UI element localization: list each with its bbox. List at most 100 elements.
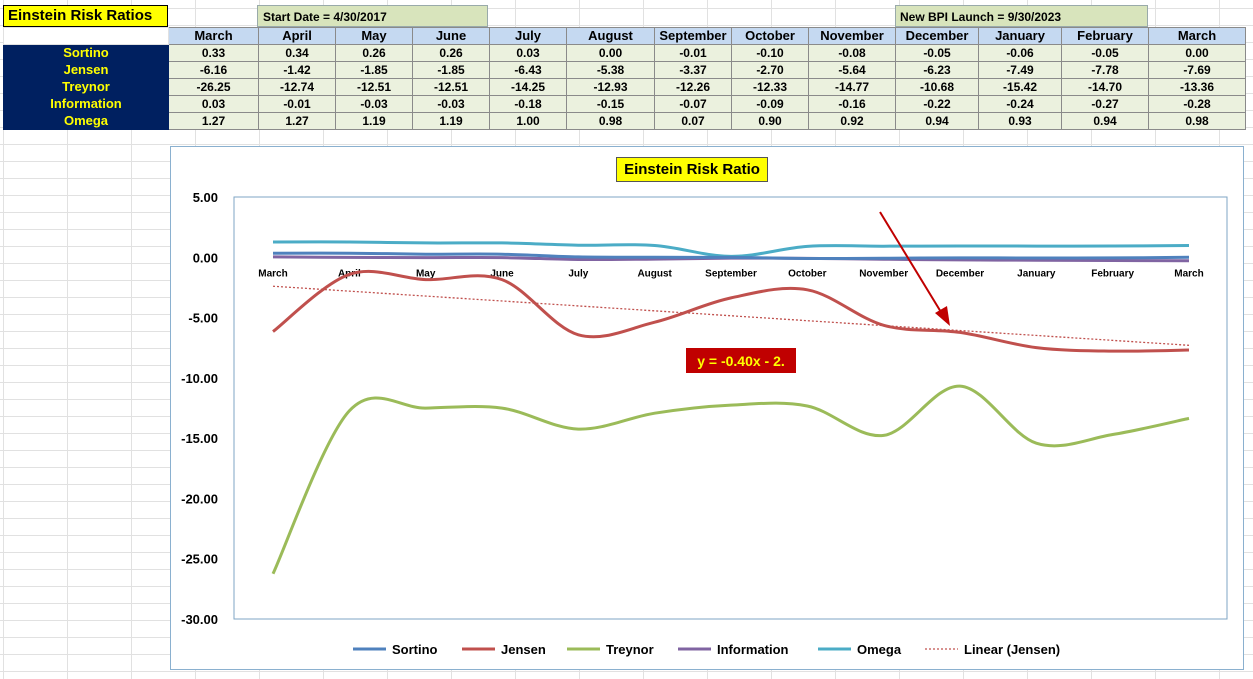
ratio-value-cell[interactable]: -10.68	[895, 78, 979, 96]
ratio-value-cell[interactable]: -5.64	[808, 61, 896, 79]
ratio-value-cell[interactable]: -1.42	[258, 61, 336, 79]
legend-item: Omega	[818, 642, 902, 657]
annotation-arrow-head	[935, 306, 950, 326]
x-category-label: February	[1091, 268, 1134, 279]
ratio-value-cell[interactable]: -14.70	[1061, 78, 1149, 96]
ratio-value-cell[interactable]: 1.19	[412, 112, 490, 130]
month-header-cell[interactable]: October	[731, 27, 809, 45]
chart-title: Einstein Risk Ratio	[616, 157, 768, 182]
legend-item: Linear (Jensen)	[925, 642, 1060, 657]
ratio-value-cell[interactable]: 0.26	[335, 44, 413, 62]
ratio-value-cell[interactable]: -12.51	[335, 78, 413, 96]
x-category-label: August	[637, 268, 672, 279]
equation-label-box	[686, 348, 796, 373]
ratio-value-cell[interactable]: -6.16	[168, 61, 259, 79]
ratio-value-cell[interactable]: -26.25	[168, 78, 259, 96]
month-header-cell[interactable]: March	[1148, 27, 1246, 45]
ratio-value-cell[interactable]: -14.77	[808, 78, 896, 96]
x-category-label: July	[568, 268, 588, 279]
y-tick-label: -20.00	[181, 491, 218, 506]
ratio-value-cell[interactable]: 0.00	[566, 44, 655, 62]
ratio-value-cell[interactable]: 1.00	[489, 112, 567, 130]
ratio-value-cell[interactable]: -7.49	[978, 61, 1062, 79]
ratio-value-cell[interactable]: -6.23	[895, 61, 979, 79]
bpi-launch-cell[interactable]: New BPI Launch = 9/30/2023	[895, 5, 1148, 27]
ratio-value-cell[interactable]: -13.36	[1148, 78, 1246, 96]
y-tick-label: 0.00	[193, 250, 218, 265]
ratio-value-cell[interactable]: -0.01	[258, 95, 336, 113]
series-line-sortino	[272, 251, 1190, 261]
ratio-value-cell[interactable]: -6.43	[489, 61, 567, 79]
ratio-value-cell[interactable]: -0.01	[654, 44, 732, 62]
x-category-label: September	[705, 268, 757, 279]
ratio-value-cell[interactable]: 1.27	[258, 112, 336, 130]
ratio-value-cell[interactable]: 0.93	[978, 112, 1062, 130]
legend-item: Information	[678, 642, 789, 657]
ratio-value-cell[interactable]: 0.07	[654, 112, 732, 130]
month-header-cell[interactable]: February	[1061, 27, 1149, 45]
ratio-value-cell[interactable]: -12.51	[412, 78, 490, 96]
ratio-value-cell[interactable]: 0.90	[731, 112, 809, 130]
x-category-label: January	[1017, 268, 1056, 279]
ratio-value-cell[interactable]: -0.10	[731, 44, 809, 62]
ratio-value-cell[interactable]: 0.00	[1148, 44, 1246, 62]
ratio-value-cell[interactable]: -0.16	[808, 95, 896, 113]
sheet-title-cell[interactable]: Einstein Risk Ratios	[3, 5, 168, 27]
ratio-value-cell[interactable]: -0.03	[412, 95, 490, 113]
equation-label: y = -0.40x - 2.	[697, 353, 785, 369]
ratio-value-cell[interactable]: 0.98	[1148, 112, 1246, 130]
ratio-value-cell[interactable]: 1.27	[168, 112, 259, 130]
month-header-row: March April May June July August September Octo…	[3, 27, 1246, 45]
ratio-value-cell[interactable]: -0.03	[335, 95, 413, 113]
ratio-value-cell[interactable]: -7.78	[1061, 61, 1149, 79]
month-header-cell[interactable]: March	[168, 27, 259, 45]
x-category-label: November	[859, 268, 908, 279]
ratio-value-cell[interactable]: -3.37	[654, 61, 732, 79]
start-date-cell[interactable]: Start Date = 4/30/2017	[257, 5, 488, 27]
month-header-cell[interactable]: June	[412, 27, 490, 45]
ratio-value-cell[interactable]: -0.28	[1148, 95, 1246, 113]
ratio-label-cell[interactable]: Treynor	[3, 78, 169, 96]
month-header-cell[interactable]: August	[566, 27, 655, 45]
ratio-value-cell[interactable]: -12.26	[654, 78, 732, 96]
ratio-value-cell[interactable]: 0.03	[168, 95, 259, 113]
ratio-value-cell[interactable]: -0.05	[895, 44, 979, 62]
ratio-value-cell[interactable]: 0.94	[1061, 112, 1149, 130]
ratio-row-omega: Omega 1.27 1.27 1.19 1.19 1.00 0.98 0.07 0.90 0.9…	[3, 112, 1246, 130]
ratio-value-cell[interactable]: 0.98	[566, 112, 655, 130]
ratio-row-treynor: Treynor -26.25 -12.74 -12.51 -12.51 -14.25 -12…	[3, 78, 1246, 96]
ratio-value-cell[interactable]: 0.33	[168, 44, 259, 62]
x-category-label: June	[490, 268, 514, 279]
corner-cell[interactable]	[3, 27, 169, 45]
series-line-treynor	[271, 384, 1190, 575]
ratio-value-cell[interactable]: 1.19	[335, 112, 413, 130]
legend-label: Treynor	[606, 642, 654, 657]
ratio-value-cell[interactable]: -0.22	[895, 95, 979, 113]
y-tick-label: -30.00	[181, 612, 218, 627]
month-header-cell[interactable]: May	[335, 27, 413, 45]
y-tick-label: 5.00	[193, 190, 218, 205]
legend-item: Sortino	[353, 642, 438, 657]
ratio-value-cell[interactable]: -12.93	[566, 78, 655, 96]
ratio-value-cell[interactable]: -0.06	[978, 44, 1062, 62]
series-line-jensen	[272, 269, 1190, 353]
ratio-label-cell[interactable]: Omega	[3, 112, 169, 130]
ratio-label-cell[interactable]: Sortino	[3, 44, 169, 62]
ratio-value-cell[interactable]: -12.33	[731, 78, 809, 96]
ratio-value-cell[interactable]: -0.27	[1061, 95, 1149, 113]
x-category-label: May	[416, 268, 436, 279]
ratio-value-cell[interactable]: -5.38	[566, 61, 655, 79]
x-category-label: October	[788, 268, 826, 279]
ratio-value-cell[interactable]: 0.92	[808, 112, 896, 130]
x-category-label: March	[1174, 268, 1203, 279]
month-header-cell[interactable]: September	[654, 27, 732, 45]
ratio-value-cell[interactable]: -15.42	[978, 78, 1062, 96]
ratio-value-cell[interactable]: -0.24	[978, 95, 1062, 113]
month-header-cell[interactable]: December	[895, 27, 979, 45]
ratio-value-cell[interactable]: -0.05	[1061, 44, 1149, 62]
legend-item: Treynor	[567, 642, 654, 657]
ratio-value-cell[interactable]: -14.25	[489, 78, 567, 96]
ratio-value-cell[interactable]: -0.15	[566, 95, 655, 113]
ratio-value-cell[interactable]: 0.94	[895, 112, 979, 130]
